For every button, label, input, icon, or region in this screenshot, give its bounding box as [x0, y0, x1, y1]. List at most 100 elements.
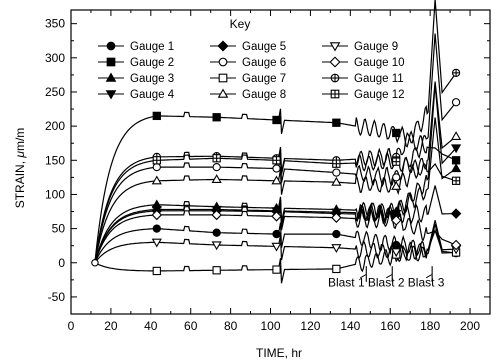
x-axis-title: TIME, hr [256, 346, 302, 360]
data-point-gauge-6 [212, 162, 221, 172]
legend-label: Gauge 5 [242, 41, 286, 53]
y-axis-ticks: -50 0 50 100 150 200 250 300 350 [45, 17, 490, 304]
data-point-gauge-8 [211, 174, 222, 184]
data-point-gauge-9 [151, 238, 162, 248]
y-axis-title-mu: μ [13, 151, 27, 159]
x-tick-label: 160 [380, 319, 400, 333]
legend-marker-gauge-10 [329, 56, 341, 68]
data-point-gauge-2 [212, 113, 221, 122]
legend-marker-gauge-8 [217, 88, 229, 98]
legend-title: Key [230, 17, 251, 31]
x-tick-label: 100 [261, 319, 281, 333]
legend-label: Gauge 3 [130, 73, 174, 85]
legend-label: Gauge 6 [242, 57, 286, 69]
data-point-gauge-1 [392, 240, 401, 250]
legend-marker-gauge-4 [105, 90, 117, 100]
data-point-gauge-12 [152, 156, 161, 165]
data-point-gauge-8 [450, 131, 462, 140]
y-tick-label: -50 [48, 290, 66, 304]
data-point-gauge-8 [331, 176, 342, 186]
x-tick-label: 140 [340, 319, 360, 333]
y-tick-label: 200 [45, 119, 65, 133]
data-point-gauge-12 [451, 176, 461, 185]
data-point-gauge-1 [332, 229, 341, 239]
data-point-gauge-6 [392, 173, 401, 182]
data-point-gauge-11 [451, 68, 461, 77]
data-point-gauge-6 [152, 162, 161, 172]
legend-marker-gauge-3 [105, 72, 117, 82]
data-point-gauge-2 [332, 118, 341, 127]
data-point-gauge-9 [211, 241, 222, 251]
legend-label: Gauge 10 [354, 57, 405, 69]
x-tick-label: 180 [420, 319, 440, 333]
y-tick-label: 350 [45, 17, 65, 31]
data-point-gauge-1 [152, 224, 161, 233]
legend-label: Gauge 9 [354, 41, 398, 53]
blast-label: Blast 1 [328, 276, 365, 290]
data-point-gauge-4 [450, 144, 462, 154]
data-point-gauge-10 [390, 215, 402, 226]
data-point-gauge-10 [211, 209, 222, 221]
data-point-gauge-12 [212, 154, 221, 163]
data-point-gauge-12 [272, 156, 281, 165]
y-tick-label: 150 [45, 153, 65, 167]
y-axis-title-suffix: m/m [13, 128, 27, 151]
blast-label: Blast 2 [368, 276, 405, 290]
y-tick-label: 250 [45, 85, 65, 99]
legend-label: Gauge 1 [130, 41, 174, 53]
data-point-gauge-2 [152, 111, 161, 121]
data-point-gauge-8 [391, 181, 402, 190]
blast-label: Blast 3 [408, 276, 445, 290]
legend-label: Gauge 7 [242, 73, 286, 85]
data-point-gauge-7 [212, 266, 221, 275]
y-axis-title: STRAIN, μm/m [13, 128, 27, 209]
x-tick-label: 80 [224, 319, 238, 333]
data-point-gauge-1 [272, 229, 281, 239]
data-point-gauge-10 [271, 211, 282, 222]
x-tick-label: 20 [104, 319, 118, 333]
data-point-gauge-2 [392, 128, 401, 138]
y-tick-label: 100 [45, 187, 65, 201]
data-point-gauge-6 [332, 168, 341, 177]
data-point-gauge-12 [332, 159, 341, 168]
data-point-gauge-6 [272, 164, 281, 173]
y-tick-label: 50 [52, 222, 66, 236]
data-point-gauge-7 [272, 265, 281, 274]
data-point-gauge-3 [450, 163, 462, 173]
data-point-gauge-2 [451, 156, 461, 165]
blast-arrow [385, 273, 393, 279]
x-tick-label: 200 [460, 319, 480, 333]
data-point-gauge-8 [151, 175, 162, 185]
y-tick-label: 0 [58, 256, 65, 270]
blast-arrow [360, 273, 367, 279]
legend-label: Gauge 11 [354, 73, 404, 85]
series-markers [91, 68, 462, 276]
legend-marker-gauge-5 [217, 40, 229, 52]
data-point-gauge-12 [392, 157, 401, 166]
legend-marker-gauge-2 [106, 57, 116, 67]
plot-frame [70, 9, 491, 315]
legend-label: Gauge 12 [354, 89, 405, 101]
data-point-gauge-9 [271, 242, 282, 252]
legend: Key Gauge 1 Gauge 2 Gauge 3 Gauge 4 Gauge 5 G… [98, 17, 405, 101]
data-point-gauge-5 [450, 208, 462, 219]
data-point-gauge-9 [391, 248, 402, 258]
data-point-gauge-7 [152, 266, 161, 276]
data-point-gauge-9 [331, 244, 342, 253]
x-tick-label: 120 [300, 319, 320, 333]
y-axis-title-prefix: STRAIN, [13, 158, 27, 209]
x-tick-label: 60 [184, 319, 198, 333]
data-point-gauge-10 [450, 239, 462, 251]
data-point-gauge-7 [332, 264, 341, 274]
origin-point [91, 259, 99, 267]
legend-marker-gauge-11 [330, 73, 340, 83]
plot-border [70, 9, 491, 315]
data-point-gauge-6 [451, 98, 461, 107]
data-point-gauge-10 [331, 212, 342, 223]
legend-marker-gauge-12 [330, 89, 340, 99]
y-tick-label: 300 [45, 51, 65, 65]
legend-label: Gauge 8 [242, 89, 286, 101]
data-point-gauge-8 [271, 175, 282, 185]
blast-arrow [425, 273, 433, 279]
